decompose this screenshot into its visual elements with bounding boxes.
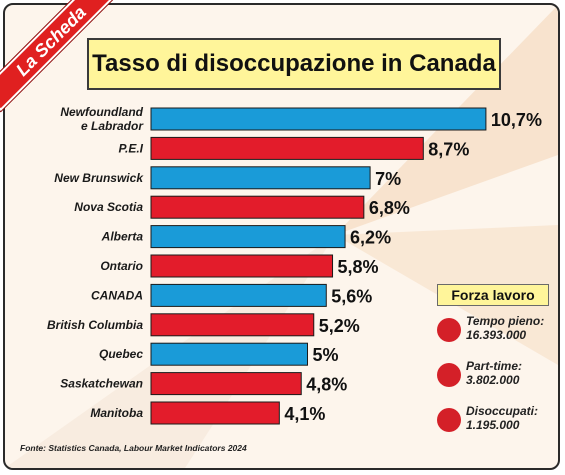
legend-label: Disoccupati: bbox=[466, 404, 539, 418]
legend-value: 1.195.000 bbox=[466, 418, 520, 432]
legend-text: Disoccupati: 1.195.000 bbox=[466, 404, 538, 432]
category-label-5: Ontario bbox=[100, 259, 143, 273]
value-label-2: 7% bbox=[375, 169, 401, 189]
category-label-1: P.E.I bbox=[119, 141, 144, 155]
value-label-3: 6,8% bbox=[369, 198, 410, 218]
bar-7 bbox=[150, 313, 315, 337]
legend-text: Tempo pieno: 16.393.000 bbox=[466, 314, 544, 342]
source-note: Fonte: Statistics Canada, Labour Market … bbox=[20, 443, 247, 453]
category-label-7: British Columbia bbox=[47, 318, 143, 332]
value-label-6: 5,6% bbox=[331, 286, 372, 306]
bar-1 bbox=[150, 136, 424, 160]
category-label-4: Alberta bbox=[101, 230, 144, 244]
bar-9 bbox=[150, 372, 302, 396]
legend-item-tempo-pieno: Tempo pieno: 16.393.000 bbox=[437, 314, 557, 354]
chart-title: Tasso di disoccupazione in Canada bbox=[87, 38, 501, 90]
bar-0 bbox=[150, 107, 487, 131]
bar-8 bbox=[150, 342, 308, 366]
value-label-9: 4,8% bbox=[306, 375, 347, 395]
value-label-5: 5,8% bbox=[338, 257, 379, 277]
category-label-9: Saskatchewan bbox=[60, 377, 143, 391]
category-label-3: Nova Scotia bbox=[74, 200, 143, 214]
value-label-10: 4,1% bbox=[284, 404, 325, 424]
category-label-2: New Brunswick bbox=[54, 171, 144, 185]
bar-5 bbox=[150, 254, 334, 278]
category-label-0: Newfoundland e Labrador bbox=[60, 105, 144, 133]
legend-dot-icon bbox=[437, 363, 461, 387]
legend-value: 16.393.000 bbox=[466, 328, 527, 342]
value-label-8: 5% bbox=[313, 345, 339, 365]
legend-text: Part-time: 3.802.000 bbox=[466, 359, 522, 387]
category-label-8: Quebec bbox=[99, 347, 143, 361]
value-label-0: 10,7% bbox=[491, 110, 542, 130]
legend-dot-icon bbox=[437, 318, 461, 342]
bar-4 bbox=[150, 225, 346, 249]
value-label-1: 8,7% bbox=[428, 139, 469, 159]
legend-value: 3.802.000 bbox=[466, 373, 520, 387]
value-label-4: 6,2% bbox=[350, 228, 391, 248]
category-label-6: CANADA bbox=[91, 288, 143, 302]
legend-item-disoccupati: Disoccupati: 1.195.000 bbox=[437, 404, 557, 444]
bar-2 bbox=[150, 166, 371, 190]
legend-label: Tempo pieno: bbox=[466, 314, 545, 328]
bar-6 bbox=[150, 283, 327, 307]
bar-3 bbox=[150, 195, 365, 219]
bar-10 bbox=[150, 401, 280, 425]
legend-item-part-time: Part-time: 3.802.000 bbox=[437, 359, 557, 399]
category-label-10: Manitoba bbox=[90, 406, 143, 420]
legend-label: Part-time: bbox=[466, 359, 523, 373]
value-label-7: 5,2% bbox=[319, 316, 360, 336]
legend-dot-icon bbox=[437, 408, 461, 432]
legend-title: Forza lavoro bbox=[437, 284, 549, 306]
